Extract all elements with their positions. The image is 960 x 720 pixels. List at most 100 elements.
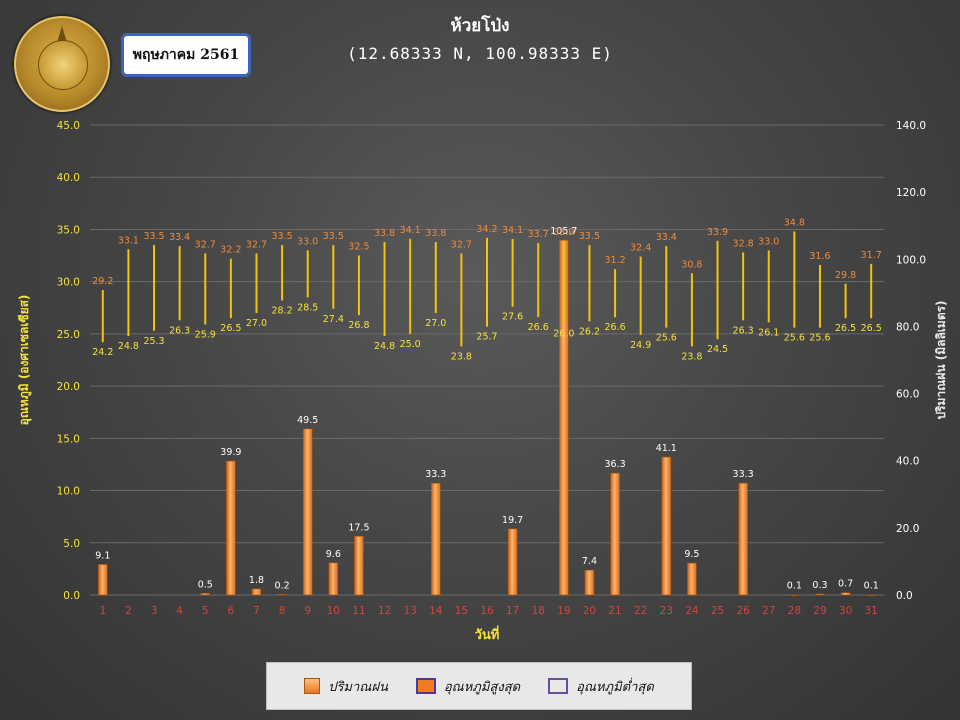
y-left-tick-label: 20.0 — [57, 381, 80, 393]
y-right-tick-label: 140.0 — [896, 120, 926, 132]
tmin-value-label: 27.0 — [246, 318, 267, 329]
y-right-tick-label: 40.0 — [896, 456, 919, 468]
x-tick-label: 29 — [813, 605, 826, 617]
x-tick-label: 24 — [685, 605, 699, 617]
tmin-value-label: 26.1 — [758, 327, 779, 338]
tmin-value-label: 24.9 — [630, 340, 651, 351]
tmin-value-label: 26.5 — [861, 323, 882, 334]
rain-bar — [200, 593, 211, 596]
rain-bar — [738, 482, 748, 596]
rain-value-label: 9.1 — [95, 550, 110, 561]
x-tick-label: 27 — [762, 605, 775, 617]
rain-value-label: 49.5 — [297, 415, 318, 426]
legend-label-rain: ปริมาณฝน — [328, 679, 388, 695]
tmax-value-label: 34.1 — [400, 225, 421, 236]
rain-bar — [815, 593, 825, 596]
tmax-value-label: 33.8 — [374, 228, 395, 239]
rain-bar — [687, 562, 697, 596]
tmin-value-label: 27.4 — [323, 314, 344, 325]
tmax-value-label: 34.1 — [502, 225, 523, 236]
legend-label-tmax: อุณหภูมิสูงสุด — [443, 679, 521, 695]
tmin-value-label: 26.3 — [169, 325, 190, 336]
station-coordinates: (12.68333 N, 100.98333 E) — [347, 44, 613, 63]
rain-bar — [328, 562, 339, 596]
rain-value-label: 105.7 — [550, 226, 577, 237]
tmin-value-label: 27.6 — [502, 312, 523, 323]
tmax-value-label: 30.8 — [681, 259, 702, 270]
tmax-value-label: 33.5 — [323, 231, 344, 242]
tmin-value-label: 25.9 — [195, 329, 216, 340]
y-left-tick-label: 25.0 — [57, 329, 80, 341]
rain-bar — [302, 428, 313, 596]
y-right-axis-title: ปริมาณฝน (มิลลิเมตร) — [934, 300, 948, 419]
rain-bar — [584, 569, 595, 596]
rain-value-label: 9.6 — [326, 549, 341, 560]
rain-bar — [98, 564, 108, 596]
rain-bar — [789, 594, 800, 596]
x-tick-label: 1 — [99, 605, 106, 617]
rain-value-label: 0.5 — [198, 579, 213, 590]
tmin-value-label: 26.3 — [733, 325, 754, 336]
legend-item-tmin: อุณหภูมิต่ำสุด — [548, 676, 654, 697]
x-tick-label: 13 — [403, 605, 416, 617]
tmin-value-label: 25.6 — [656, 333, 677, 344]
rain-bar — [277, 594, 287, 596]
legend-item-tmax: อุณหภูมิสูงสุด — [415, 676, 521, 697]
tmax-value-label: 33.0 — [297, 236, 318, 247]
rain-value-label: 0.2 — [275, 580, 290, 591]
tmin-value-label: 28.5 — [297, 302, 318, 313]
x-tick-label: 28 — [788, 605, 801, 617]
tmax-value-label: 32.5 — [348, 242, 369, 253]
tmax-value-label: 32.7 — [451, 239, 472, 250]
tmin-value-label: 24.8 — [374, 341, 395, 352]
rain-value-label: 17.5 — [348, 522, 369, 533]
tmax-value-label: 33.0 — [758, 236, 779, 247]
x-tick-label: 15 — [455, 605, 468, 617]
logo-seal-icon — [38, 40, 88, 90]
y-left-tick-label: 45.0 — [57, 120, 80, 132]
tmax-value-label: 33.8 — [425, 228, 446, 239]
tmin-value-label: 26.6 — [604, 322, 625, 333]
y-left-tick-label: 30.0 — [57, 277, 80, 289]
weather-chart: 0.05.010.015.020.025.030.035.040.045.00.… — [17, 120, 948, 643]
y-left-tick-label: 0.0 — [63, 590, 80, 602]
tmax-value-label: 32.2 — [220, 245, 241, 256]
x-tick-label: 2 — [125, 605, 132, 617]
tmax-value-label: 32.7 — [246, 239, 267, 250]
y-left-tick-label: 40.0 — [57, 172, 80, 184]
legend-swatch-tmax — [415, 678, 436, 694]
tmax-value-label: 33.5 — [143, 231, 164, 242]
tmax-value-label: 29.8 — [835, 270, 856, 281]
y-left-tick-label: 15.0 — [57, 433, 80, 445]
tmax-value-label: 32.4 — [630, 243, 651, 254]
tmax-value-label: 33.9 — [553, 227, 574, 238]
x-tick-label: 25 — [711, 605, 724, 617]
y-left-tick-label: 10.0 — [57, 486, 80, 498]
y-right-tick-label: 80.0 — [896, 321, 919, 333]
x-tick-label: 23 — [660, 605, 673, 617]
rain-value-label: 41.1 — [656, 443, 677, 454]
month-label: พฤษภาคม 2561 — [121, 33, 251, 77]
x-tick-label: 7 — [253, 605, 260, 617]
tmax-value-label: 33.7 — [528, 229, 549, 240]
rain-bar — [866, 594, 876, 596]
x-tick-label: 11 — [352, 605, 365, 617]
tmin-value-label: 25.0 — [400, 339, 421, 350]
legend-swatch-tmin — [548, 678, 569, 694]
x-tick-label: 19 — [557, 605, 570, 617]
tmin-value-label: 24.2 — [92, 347, 113, 358]
tmin-value-label: 25.3 — [143, 336, 164, 347]
tmax-value-label: 34.2 — [476, 224, 497, 235]
legend-swatch-rain — [304, 678, 321, 694]
tmax-value-label: 32.8 — [733, 238, 754, 249]
x-tick-label: 20 — [583, 605, 596, 617]
tmin-value-label: 26.0 — [553, 328, 574, 339]
tmin-value-label: 24.5 — [707, 344, 728, 355]
y-right-tick-label: 100.0 — [896, 254, 926, 266]
y-right-tick-label: 20.0 — [896, 523, 919, 535]
rain-value-label: 33.3 — [425, 469, 446, 480]
rain-bar — [430, 482, 441, 596]
y-left-tick-label: 5.0 — [63, 538, 80, 550]
x-tick-label: 8 — [279, 605, 286, 617]
rain-bar — [610, 472, 620, 596]
